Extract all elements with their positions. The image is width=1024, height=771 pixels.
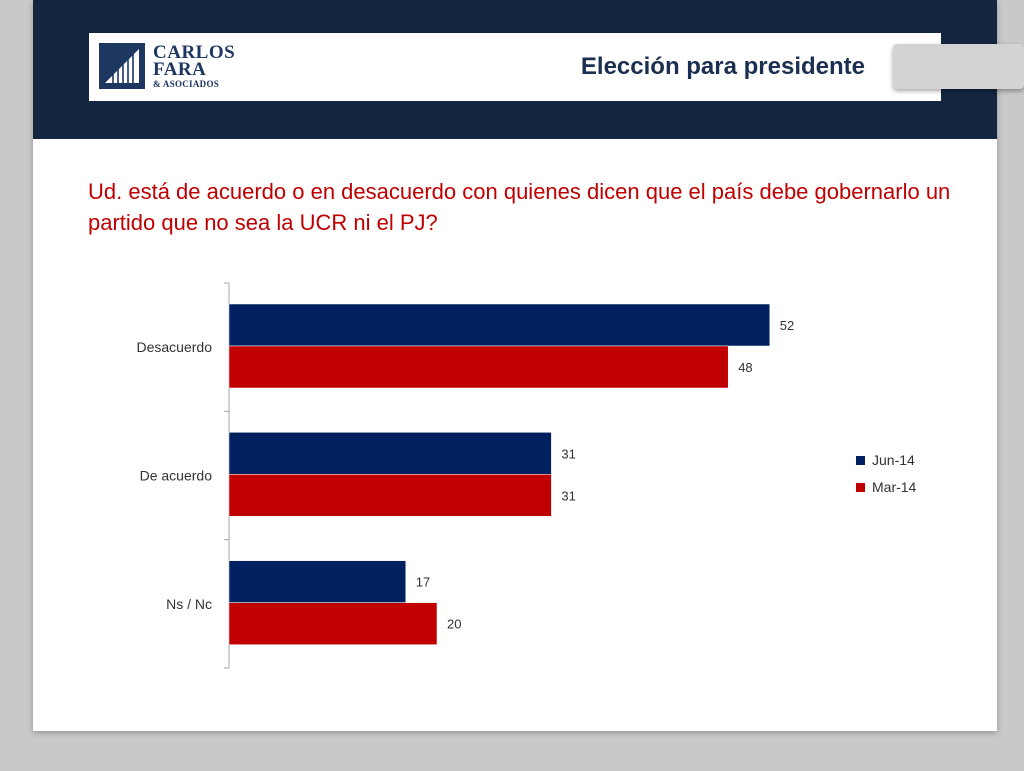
logo-text: CARLOS FARA & ASOCIADOS — [153, 42, 236, 90]
data-label: 17 — [416, 575, 430, 590]
data-label: 48 — [738, 360, 752, 375]
logo-line-asociados: & ASOCIADOS — [153, 79, 220, 89]
legend-label: Mar-14 — [872, 479, 917, 495]
logo-line-carlos: CARLOS — [153, 42, 236, 63]
legend-swatch — [856, 483, 865, 492]
logo-line-fara: FARA — [153, 59, 207, 80]
category-label: De acuerdo — [140, 468, 213, 484]
page-title: Elección para presidente — [580, 53, 865, 80]
company-logo: CARLOS FARA & ASOCIADOS — [99, 41, 249, 93]
data-label: 31 — [561, 446, 575, 461]
logo-mark-icon — [99, 43, 145, 89]
bar — [228, 345, 729, 389]
bar — [228, 432, 552, 475]
survey-question: Ud. está de acuerdo o en desacuerdo con … — [88, 179, 951, 235]
header-band: CARLOS FARA & ASOCIADOS Elección para pr… — [33, 0, 997, 139]
bar — [228, 602, 438, 645]
legend-swatch — [856, 456, 865, 465]
category-label: Desacuerdo — [137, 339, 213, 355]
legend-label: Jun-14 — [872, 452, 915, 468]
side-tab — [893, 44, 1024, 89]
slide: CARLOS FARA & ASOCIADOS Elección para pr… — [33, 0, 997, 731]
bar — [228, 560, 407, 603]
category-label: Ns / Nc — [166, 596, 212, 612]
bar — [228, 474, 552, 517]
data-label: 20 — [447, 617, 461, 632]
data-label: 52 — [780, 318, 794, 333]
data-label: 31 — [561, 488, 575, 503]
header-box: CARLOS FARA & ASOCIADOS Elección para pr… — [89, 33, 941, 101]
bar — [228, 303, 771, 347]
